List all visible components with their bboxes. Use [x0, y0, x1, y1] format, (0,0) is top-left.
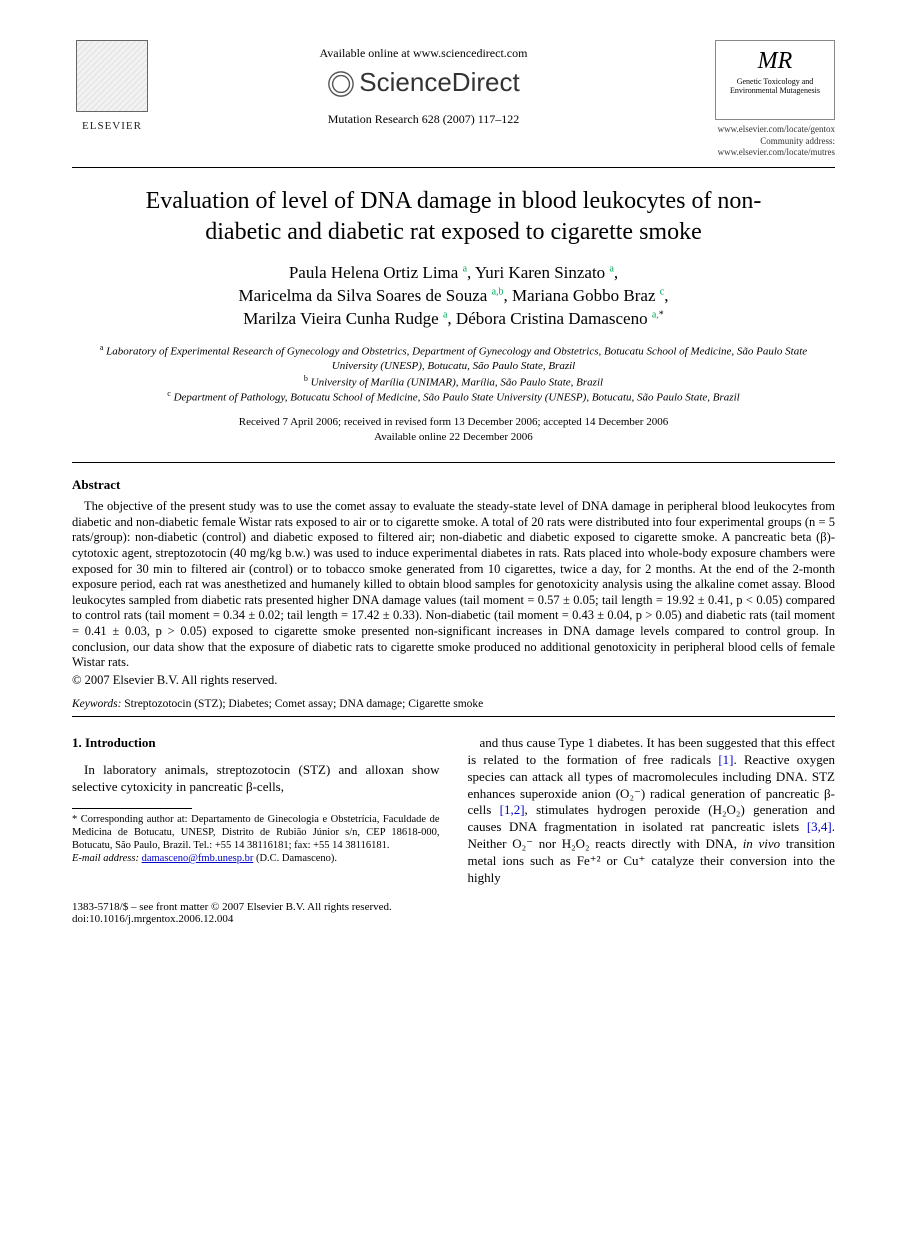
platform-name: ScienceDirect	[359, 67, 519, 97]
bottom-matter: 1383-5718/$ – see front matter © 2007 El…	[72, 901, 835, 925]
intro-para-left: In laboratory animals, streptozotocin (S…	[72, 762, 440, 796]
affiliation-c: Department of Pathology, Botucatu School…	[174, 392, 740, 404]
journal-url-community[interactable]: www.elsevier.com/locate/mutres	[718, 147, 835, 157]
abstract-rule-bottom	[72, 716, 835, 717]
keywords-label: Keywords:	[72, 698, 121, 710]
doi-line: doi:10.1016/j.mrgentox.2006.12.004	[72, 913, 835, 925]
online-date: Available online 22 December 2006	[72, 430, 835, 444]
body-columns: 1. Introduction In laboratory animals, s…	[72, 735, 835, 887]
keywords-line: Keywords: Streptozotocin (STZ); Diabetes…	[72, 698, 835, 710]
corresponding-author-footnote: * Corresponding author at: Departamento …	[72, 813, 440, 852]
journal-cover-box: MR Genetic Toxicology and Environmental …	[715, 40, 835, 120]
affiliation-a: Laboratory of Experimental Research of G…	[106, 346, 807, 372]
journal-logo-icon: MR	[720, 49, 830, 73]
article-dates: Received 7 April 2006; received in revis…	[72, 415, 835, 444]
intro-heading: 1. Introduction	[72, 735, 440, 752]
journal-url-primary[interactable]: www.elsevier.com/locate/gentox	[695, 124, 835, 136]
right-column: and thus cause Type 1 diabetes. It has b…	[468, 735, 836, 887]
abstract-copyright: © 2007 Elsevier B.V. All rights reserved…	[72, 673, 835, 688]
email-author: (D.C. Damasceno).	[256, 853, 337, 864]
abstract-rule-top	[72, 462, 835, 463]
received-dates: Received 7 April 2006; received in revis…	[72, 415, 835, 429]
left-column: 1. Introduction In laboratory animals, s…	[72, 735, 440, 887]
footnote-rule	[72, 808, 192, 809]
affiliation-b: University of Marília (UNIMAR), Marília,…	[311, 376, 603, 388]
header-row: ELSEVIER Available online at www.science…	[72, 40, 835, 159]
abstract-body: The objective of the present study was t…	[72, 499, 835, 671]
available-online-text: Available online at www.sciencedirect.co…	[152, 46, 695, 61]
journal-urls: www.elsevier.com/locate/gentox Community…	[695, 124, 835, 159]
intro-para-right: and thus cause Type 1 diabetes. It has b…	[468, 735, 836, 887]
email-link[interactable]: damasceno@fmb.unesp.br	[142, 853, 254, 864]
center-header: Available online at www.sciencedirect.co…	[152, 40, 695, 127]
header-rule	[72, 167, 835, 168]
abstract-heading: Abstract	[72, 477, 835, 493]
article-title: Evaluation of level of DNA damage in blo…	[112, 186, 795, 248]
sciencedirect-icon	[327, 70, 355, 98]
journal-reference: Mutation Research 628 (2007) 117–122	[152, 112, 695, 127]
affiliations: a Laboratory of Experimental Research of…	[92, 343, 815, 405]
publisher-logo: ELSEVIER	[72, 40, 152, 132]
keywords-text: Streptozotocin (STZ); Diabetes; Comet as…	[124, 698, 483, 710]
platform-brand: ScienceDirect	[152, 67, 695, 98]
elsevier-tree-icon	[76, 40, 148, 112]
issn-line: 1383-5718/$ – see front matter © 2007 El…	[72, 901, 835, 913]
corr-label: * Corresponding author at:	[72, 814, 188, 825]
email-footnote: E-mail address: damasceno@fmb.unesp.br (…	[72, 852, 440, 865]
journal-subtitle: Genetic Toxicology and Environmental Mut…	[720, 77, 830, 95]
author-list: Paula Helena Ortiz Lima a, Yuri Karen Si…	[102, 262, 805, 331]
journal-brand-block: MR Genetic Toxicology and Environmental …	[695, 40, 835, 159]
community-label: Community address:	[760, 136, 835, 146]
email-label: E-mail address:	[72, 853, 139, 864]
publisher-name: ELSEVIER	[72, 120, 152, 132]
